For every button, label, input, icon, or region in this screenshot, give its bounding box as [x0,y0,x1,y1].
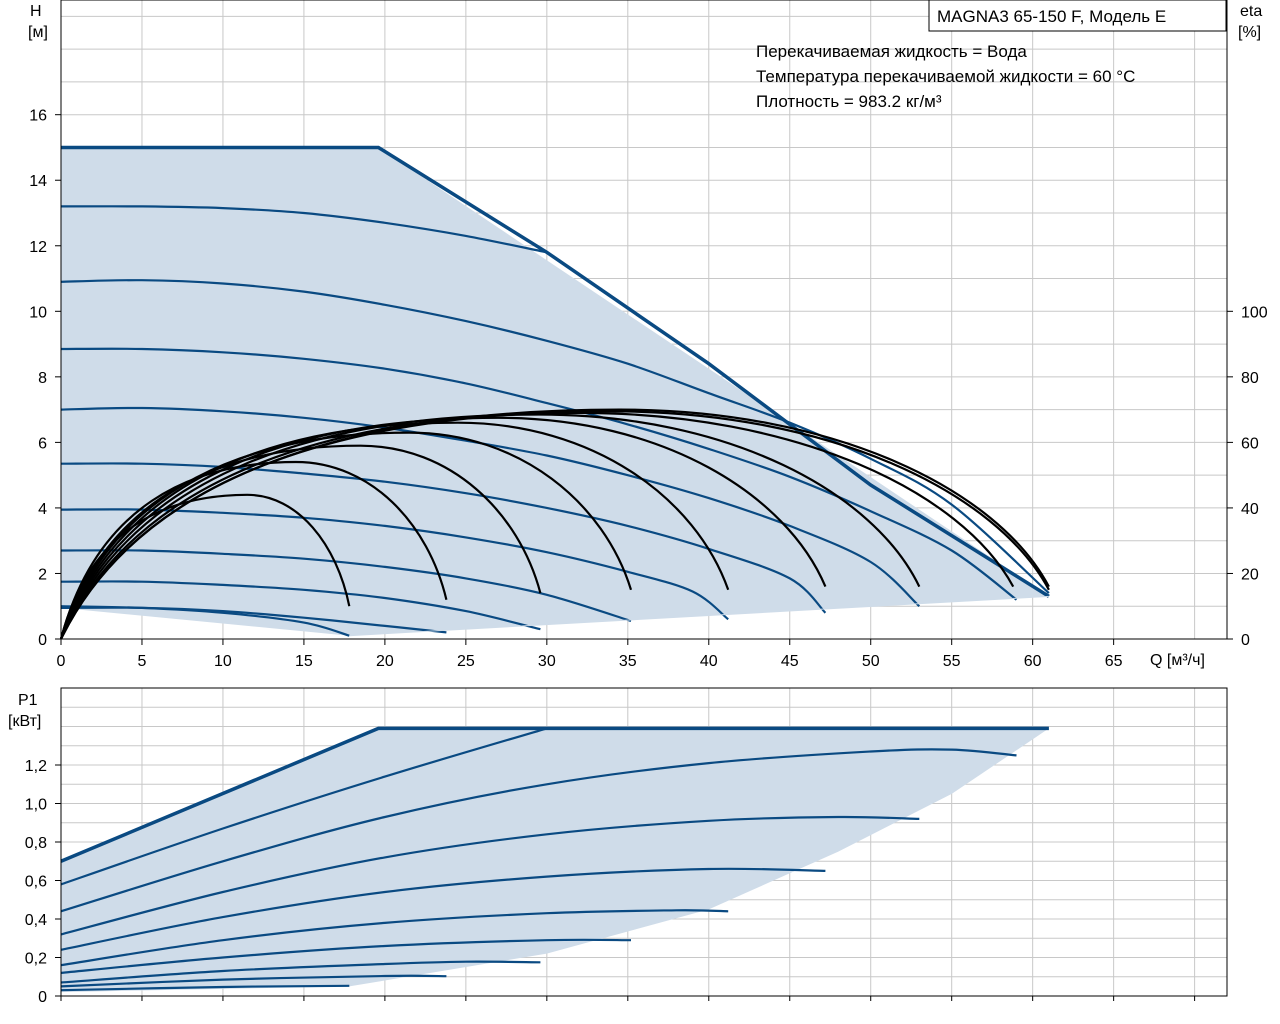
x-tick-label: 0 [57,653,66,670]
power-curve [60,748,1017,913]
head-curve [60,347,1018,601]
power-curve [60,909,729,967]
x-tick-label: 60 [1024,653,1042,670]
y-axis-unit-m: [м] [28,24,48,41]
head-curve [60,279,1050,594]
y2-tick-label: 40 [1241,501,1259,518]
y2-axis-unit-percent: [%] [1238,24,1261,41]
y2-tick-label: 20 [1241,566,1259,583]
x-tick-label: 20 [376,653,394,670]
y-tick-label: 14 [29,173,47,190]
power-curve [60,938,632,974]
power-chart: 0 0,2 0,4 0,6 0,8 1,0 1,2 P1 [кВт] [8,687,1228,1006]
y-tick-label: 0,8 [25,835,47,852]
model-label: MAGNA3 65-150 F, Модель E [937,7,1166,26]
y-tick-label: 4 [38,501,47,518]
y-tick-label: 2 [38,566,47,583]
power-chart-ticks: 0 0,2 0,4 0,6 0,8 1,0 1,2 [25,758,1196,1006]
head-chart-frame [60,0,1228,640]
power-curve [60,815,920,936]
x-tick-label: 5 [138,653,147,670]
y-tick-label: 0,2 [25,951,47,968]
model-label-box [928,0,1227,32]
power-curve [60,960,541,984]
head-curve [60,205,548,254]
y-tick-label: 6 [38,435,47,452]
y-tick-label: 10 [29,304,47,321]
power-curve [60,867,826,951]
efficiency-curve [60,408,1050,640]
min-boundary-line [349,595,1049,637]
y2-tick-label: 60 [1241,435,1259,452]
efficiency-curve [59,460,448,640]
efficiency-curve [59,416,827,640]
x-tick-label: 30 [538,653,556,670]
x-tick-label: 50 [862,653,880,670]
head-curve [60,580,541,631]
head-curve [60,406,921,608]
y-axis-unit-kw: [кВт] [8,713,41,730]
x-tick-label: 40 [700,653,718,670]
efficiency-curve [59,444,542,640]
y2-tick-label: 80 [1241,370,1259,387]
efficiency-curves [59,408,1050,640]
y-tick-label: 0 [38,632,47,649]
y-tick-label: 0 [38,989,47,1006]
head-curves [60,145,1050,637]
power-curve [60,727,548,886]
y2-tick-label: 100 [1241,304,1268,321]
y-tick-label: 0,4 [25,912,47,929]
note-temperature: Температура перекачиваемой жидкости = 60… [756,67,1135,86]
max-power-curve [60,726,1049,863]
power-curve [60,984,350,992]
y-tick-label: 1,2 [25,758,47,775]
head-chart: 0 5 10 15 20 25 30 35 40 45 50 55 60 65 0 2 4 6 8 10 12 14 16 0… [28,0,1268,670]
power-curve [60,974,447,988]
y-axis-label-h: H [30,3,42,20]
power-curves [60,726,1049,992]
y2-axis-label-eta: eta [1240,3,1262,20]
x-tick-label: 55 [943,653,961,670]
x-tick-label: 35 [619,653,637,670]
y-tick-label: 0,6 [25,874,47,891]
power-operating-area [61,728,1049,993]
note-density: Плотность = 983.2 кг/м³ [756,92,942,111]
y-tick-label: 12 [29,239,47,256]
head-operating-area [61,147,1049,636]
y-axis-label-p1: P1 [18,692,38,709]
y2-tick-label: 0 [1241,632,1250,649]
x-tick-label: 10 [214,653,232,670]
x-tick-label: 15 [295,653,313,670]
efficiency-curve [59,431,633,640]
power-area-fill [61,728,1049,993]
head-curve [60,605,350,637]
y-tick-label: 16 [29,108,47,125]
x-axis-label-q: Q [м³/ч] [1150,652,1205,669]
head-curve [60,462,827,614]
y-tick-label: 1,0 [25,797,47,814]
x-tick-label: 45 [781,653,799,670]
x-tick-label: 65 [1105,653,1123,670]
max-head-curve [61,145,1050,598]
operating-area-fill [61,147,1049,636]
head-chart-ticks: 0 5 10 15 20 25 30 35 40 45 50 55 60 65 0 2 4 6 8 10 12 14 16 0… [29,108,1268,670]
note-fluid: Перекачиваемая жидкость = Вода [756,42,1027,61]
y-tick-label: 8 [38,370,47,387]
x-tick-label: 25 [457,653,475,670]
